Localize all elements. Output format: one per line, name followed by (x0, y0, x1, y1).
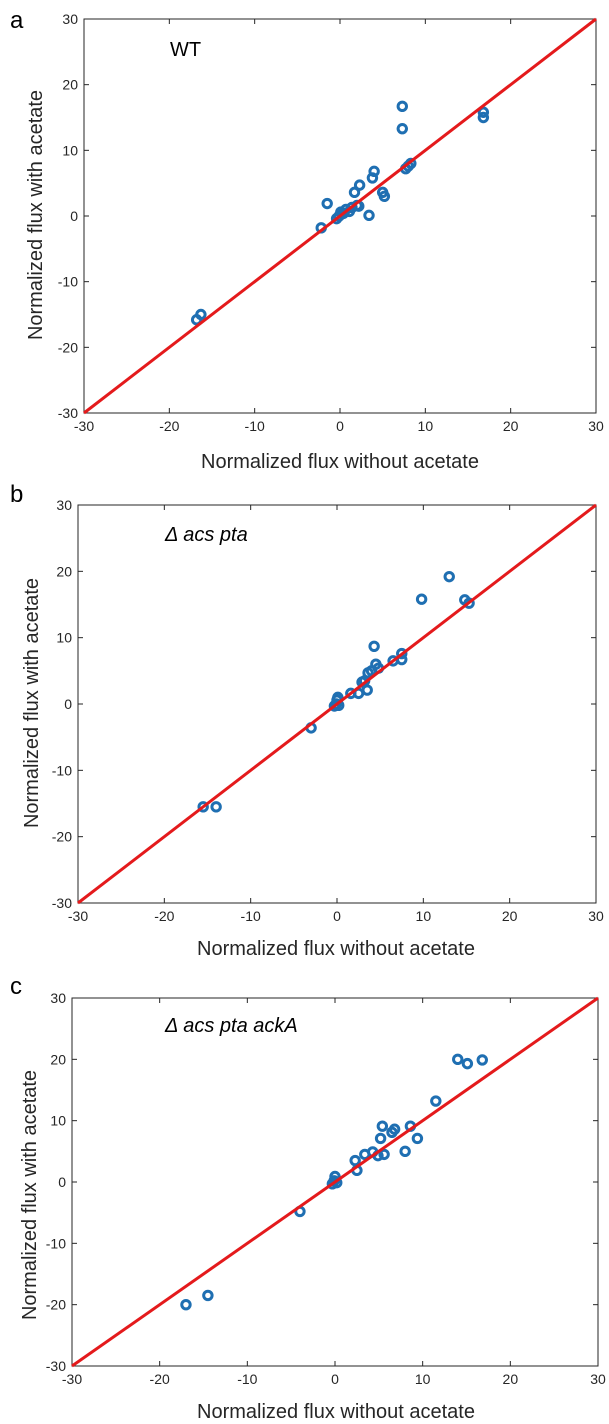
data-point (349, 1154, 361, 1167)
x-tick-label: 30 (590, 1371, 606, 1387)
data-point (376, 1120, 389, 1132)
x-tick-label: 20 (503, 418, 519, 434)
y-tick-label: -20 (58, 339, 78, 355)
y-tick-label: -20 (46, 1297, 66, 1313)
x-tick-label: 30 (588, 908, 604, 924)
data-point (461, 1057, 474, 1070)
x-tick-label: 0 (336, 418, 344, 434)
data-point (321, 197, 333, 210)
data-point (463, 597, 475, 609)
data-point (348, 186, 361, 199)
y-axis-label: Normalized flux with acetate (25, 90, 47, 340)
y-tick-label: -10 (46, 1235, 66, 1251)
y-tick-label: -20 (52, 829, 72, 845)
panel-letter: c (10, 973, 22, 1000)
x-tick-label: 20 (503, 1371, 519, 1387)
data-point (361, 684, 373, 696)
y-tick-label: 30 (62, 11, 78, 27)
y-tick-label: -30 (46, 1358, 66, 1374)
data-point (443, 570, 455, 583)
y-axis-label: Normalized flux with acetate (21, 578, 43, 828)
x-tick-label: -10 (245, 418, 265, 434)
strain-label: Δ acs pta (164, 524, 248, 546)
plot-area: -30 -20 -10 0 10 20 30 -30 -20 -10 0 10 20 30 (46, 990, 606, 1387)
identity-line (83, 17, 597, 415)
data-point (411, 1132, 424, 1145)
data-point (353, 179, 366, 191)
data-point (378, 1148, 390, 1161)
y-tick-label: 0 (64, 696, 72, 712)
x-tick-label: -20 (154, 908, 174, 924)
x-axis-label: Normalized flux without acetate (201, 451, 479, 473)
data-point (476, 1054, 488, 1066)
y-tick-label: 10 (62, 142, 78, 158)
x-tick-label: 30 (588, 418, 604, 434)
x-tick-label: -10 (237, 1371, 257, 1387)
y-tick-label: -10 (58, 274, 78, 290)
x-tick-label: -10 (241, 908, 261, 924)
y-tick-label: 20 (50, 1051, 66, 1067)
x-tick-label: 10 (415, 1371, 431, 1387)
x-tick-label: -30 (68, 908, 88, 924)
x-tick-label: 0 (333, 908, 341, 924)
data-point (399, 1145, 411, 1158)
y-tick-label: 10 (56, 630, 72, 646)
data-point (477, 106, 490, 118)
data-point (477, 111, 490, 124)
data-point (180, 1298, 192, 1311)
panel-b: b Δ acs pta -30 -20 -10 0 10 20 30 -30 -20 -10 0 10… (10, 481, 604, 960)
data-point (396, 647, 408, 660)
plot-area: -30 -20 -10 0 10 20 30 -30 -20 -10 0 10 20 30 (58, 11, 604, 434)
x-tick-label: -20 (150, 1371, 170, 1387)
x-tick-label: -30 (62, 1371, 82, 1387)
data-point (430, 1095, 442, 1107)
data-point (210, 801, 222, 813)
panel-c: c Δ acs pta ackA -30 -20 -10 0 10 20 30-30-20-… (10, 973, 606, 1423)
data-point (396, 100, 408, 113)
identity-line (71, 996, 599, 1368)
identity-line (77, 503, 597, 905)
data-point (388, 1123, 401, 1135)
data-point (368, 640, 380, 652)
x-tick-label: 20 (502, 908, 518, 924)
y-tick-label: 10 (50, 1113, 66, 1129)
data-point (452, 1053, 464, 1066)
x-tick-label: 10 (418, 418, 434, 434)
y-tick-label: 0 (58, 1174, 66, 1190)
data-point (374, 1132, 387, 1145)
plot-area: -30 -20 -10 0 10 20 30 -30 -20 -10 0 10 20 30 (52, 497, 604, 924)
y-tick-label: 0 (70, 208, 78, 224)
panel-a: a WT -30 -20 -10 0 10 20 30 -30 -20 -10 0 10 20 30 No… (10, 7, 604, 473)
x-axis-label: Normalized flux without acetate (197, 938, 475, 960)
panel-letter: b (10, 481, 23, 508)
data-point (363, 209, 375, 222)
strain-label: WT (170, 39, 201, 61)
y-tick-label: -10 (52, 762, 72, 778)
y-tick-label: 30 (56, 497, 72, 513)
data-point (368, 165, 380, 178)
data-point (415, 593, 428, 605)
strain-label: Δ acs pta ackA (164, 1015, 298, 1037)
data-point (202, 1289, 214, 1302)
y-tick-label: 20 (62, 77, 78, 93)
y-tick-label: -30 (52, 895, 72, 911)
x-axis-label: Normalized flux without acetate (197, 1401, 475, 1423)
data-point (378, 190, 391, 203)
data-point (197, 801, 209, 813)
panel-letter: a (10, 7, 24, 34)
y-tick-label: -30 (58, 405, 78, 421)
y-axis-label: Normalized flux with acetate (19, 1070, 41, 1320)
x-tick-label: 10 (416, 908, 432, 924)
data-point (195, 308, 207, 321)
data-point (396, 122, 408, 135)
x-tick-label: 0 (331, 1371, 339, 1387)
y-tick-label: 30 (50, 990, 66, 1006)
x-tick-label: -20 (159, 418, 179, 434)
x-tick-label: -30 (74, 418, 94, 434)
y-tick-label: 20 (56, 563, 72, 579)
